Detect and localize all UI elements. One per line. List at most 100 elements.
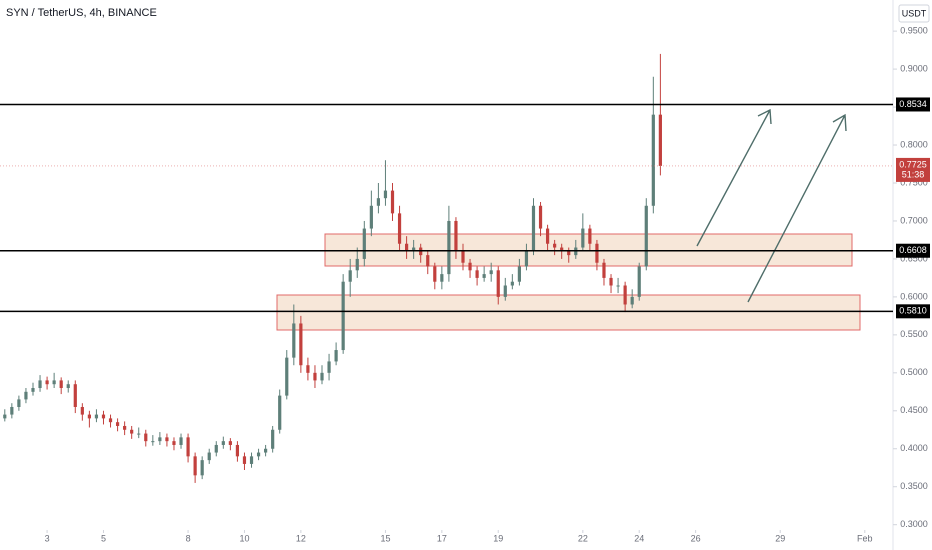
body <box>496 270 500 297</box>
body <box>221 441 225 445</box>
body <box>461 251 465 263</box>
body <box>545 228 550 244</box>
body <box>235 444 240 457</box>
body <box>73 384 77 407</box>
body <box>362 228 366 259</box>
body <box>52 380 56 385</box>
x-tick-label: 10 <box>239 533 249 543</box>
body <box>390 190 395 214</box>
body <box>193 456 197 476</box>
level-box <box>896 304 930 319</box>
last-price-box <box>896 157 930 182</box>
body <box>256 452 261 457</box>
body <box>538 205 543 229</box>
countdown: 51:38 <box>902 169 925 179</box>
x-tick-label: 24 <box>634 533 644 543</box>
body <box>397 213 402 244</box>
body <box>369 205 373 229</box>
body <box>200 460 204 476</box>
y-tick-label: 0.3000 <box>900 519 928 529</box>
x-tick-label: 12 <box>296 533 306 543</box>
body <box>348 270 352 282</box>
zone <box>276 294 861 331</box>
body <box>101 414 106 419</box>
body <box>278 395 282 430</box>
body <box>66 384 70 389</box>
body <box>644 205 648 267</box>
body <box>179 437 183 445</box>
level-label: 0.8534 <box>899 99 927 109</box>
body <box>623 285 627 305</box>
y-tick-label: 0.5000 <box>900 367 928 377</box>
body <box>454 220 458 252</box>
body <box>482 274 486 278</box>
y-tick-label: 0.8000 <box>900 139 928 149</box>
level-label: 0.5810 <box>899 306 927 316</box>
body <box>489 270 493 275</box>
x-tick-label: 8 <box>186 533 191 543</box>
body <box>87 414 91 419</box>
body <box>405 243 409 252</box>
y-tick-label: 0.4000 <box>900 443 928 453</box>
body <box>376 198 381 206</box>
currency-box <box>898 4 930 23</box>
arrow <box>696 108 772 247</box>
x-tick-label: 19 <box>493 533 503 543</box>
x-tick-label: 26 <box>691 533 701 543</box>
level-label: 0.6608 <box>899 245 927 255</box>
body <box>616 285 620 287</box>
x-tick-label: 22 <box>578 533 588 543</box>
body <box>94 414 99 419</box>
body <box>151 441 155 443</box>
x-tick-label: 5 <box>101 533 106 543</box>
body <box>80 406 84 415</box>
body <box>602 262 606 278</box>
body <box>320 372 324 381</box>
body <box>531 205 536 252</box>
body <box>115 422 120 426</box>
body <box>595 243 599 263</box>
body <box>447 220 451 275</box>
price-axis <box>893 0 932 550</box>
body <box>440 274 444 282</box>
last-price-label: 0.7725 <box>899 159 927 169</box>
body <box>468 262 472 271</box>
body <box>560 247 564 252</box>
body <box>503 285 507 297</box>
body <box>341 281 345 351</box>
body <box>327 361 331 373</box>
y-tick-label: 0.6500 <box>900 253 928 263</box>
x-tick-label: Feb <box>857 533 873 543</box>
body <box>186 437 190 457</box>
arrow <box>747 113 847 303</box>
level-box <box>896 97 930 112</box>
body <box>123 425 127 430</box>
y-tick-label: 0.9500 <box>900 26 928 36</box>
body <box>475 270 479 278</box>
body <box>242 456 247 464</box>
body <box>588 228 592 244</box>
body <box>17 399 21 407</box>
y-tick-label: 0.7500 <box>900 177 928 187</box>
arrows <box>696 108 847 303</box>
body <box>108 418 113 423</box>
body <box>433 266 437 282</box>
body <box>524 251 529 267</box>
body <box>637 266 641 297</box>
body <box>45 380 49 385</box>
currency: USDT <box>902 8 927 18</box>
body <box>59 380 63 389</box>
body <box>510 281 514 286</box>
body <box>3 414 7 419</box>
y-tick-label: 0.3500 <box>900 481 928 491</box>
body <box>426 255 430 267</box>
x-tick-label: 15 <box>380 533 390 543</box>
body <box>10 406 14 415</box>
body <box>249 456 254 464</box>
y-tick-label: 0.7000 <box>900 215 928 225</box>
body <box>412 247 416 252</box>
body <box>264 448 268 453</box>
body <box>144 433 148 442</box>
body <box>355 258 359 271</box>
